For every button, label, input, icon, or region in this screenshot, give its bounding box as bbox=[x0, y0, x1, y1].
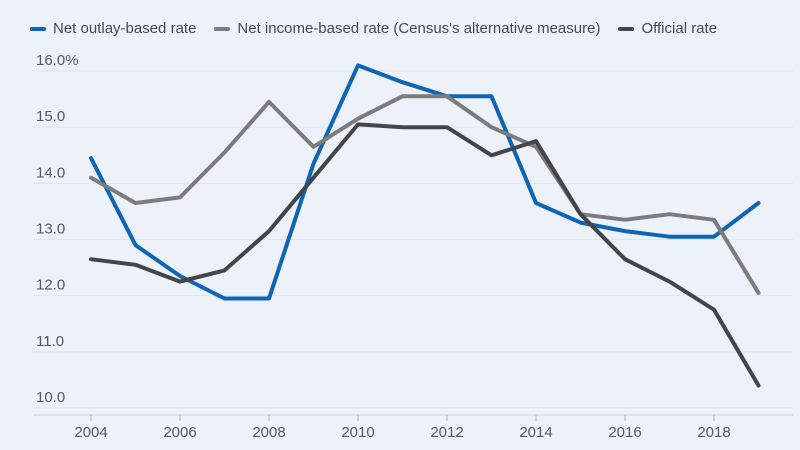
series-line-official-rate bbox=[89, 122, 761, 388]
series-line-net-outlay-based-rate bbox=[89, 63, 761, 301]
x-axis-label: 2010 bbox=[341, 424, 374, 441]
series-line-net-income-based-rate bbox=[89, 94, 761, 295]
legend-item-net-income-based-rate: Net income-based rate (Census's alternat… bbox=[214, 21, 600, 36]
y-axis-label: 12.0 bbox=[36, 277, 65, 294]
y-axis-label: 13.0 bbox=[36, 221, 65, 238]
x-axis-label: 2014 bbox=[519, 424, 552, 441]
x-axis-label: 2006 bbox=[163, 424, 196, 441]
y-axis-label: 16.0% bbox=[36, 52, 79, 69]
legend-label-net-income-based-rate: Net income-based rate (Census's alternat… bbox=[237, 20, 601, 37]
chart-legend: Net outlay-based rate Net income-based ra… bbox=[30, 21, 717, 36]
legend-item-net-outlay-based-rate: Net outlay-based rate bbox=[30, 21, 196, 36]
y-axis-label: 15.0 bbox=[36, 108, 65, 125]
y-axis-label: 10.0 bbox=[36, 389, 65, 406]
legend-swatch-official-rate bbox=[618, 26, 635, 31]
y-axis-label: 14.0 bbox=[36, 164, 65, 181]
x-axis-label: 2016 bbox=[608, 424, 641, 441]
y-axis-label: 11.0 bbox=[36, 333, 64, 350]
legend-label-official-rate: Official rate bbox=[641, 20, 718, 37]
x-axis-label: 2012 bbox=[430, 424, 463, 441]
x-axis-label: 2008 bbox=[252, 424, 285, 441]
x-axis-label: 2018 bbox=[697, 424, 730, 441]
legend-swatch-net-outlay-based-rate bbox=[30, 26, 46, 31]
legend-label-net-outlay-based-rate: Net outlay-based rate bbox=[53, 20, 197, 37]
x-axis-label: 2004 bbox=[74, 424, 107, 441]
legend-item-official-rate: Official rate bbox=[618, 21, 717, 36]
legend-swatch-net-income-based-rate bbox=[214, 26, 231, 31]
